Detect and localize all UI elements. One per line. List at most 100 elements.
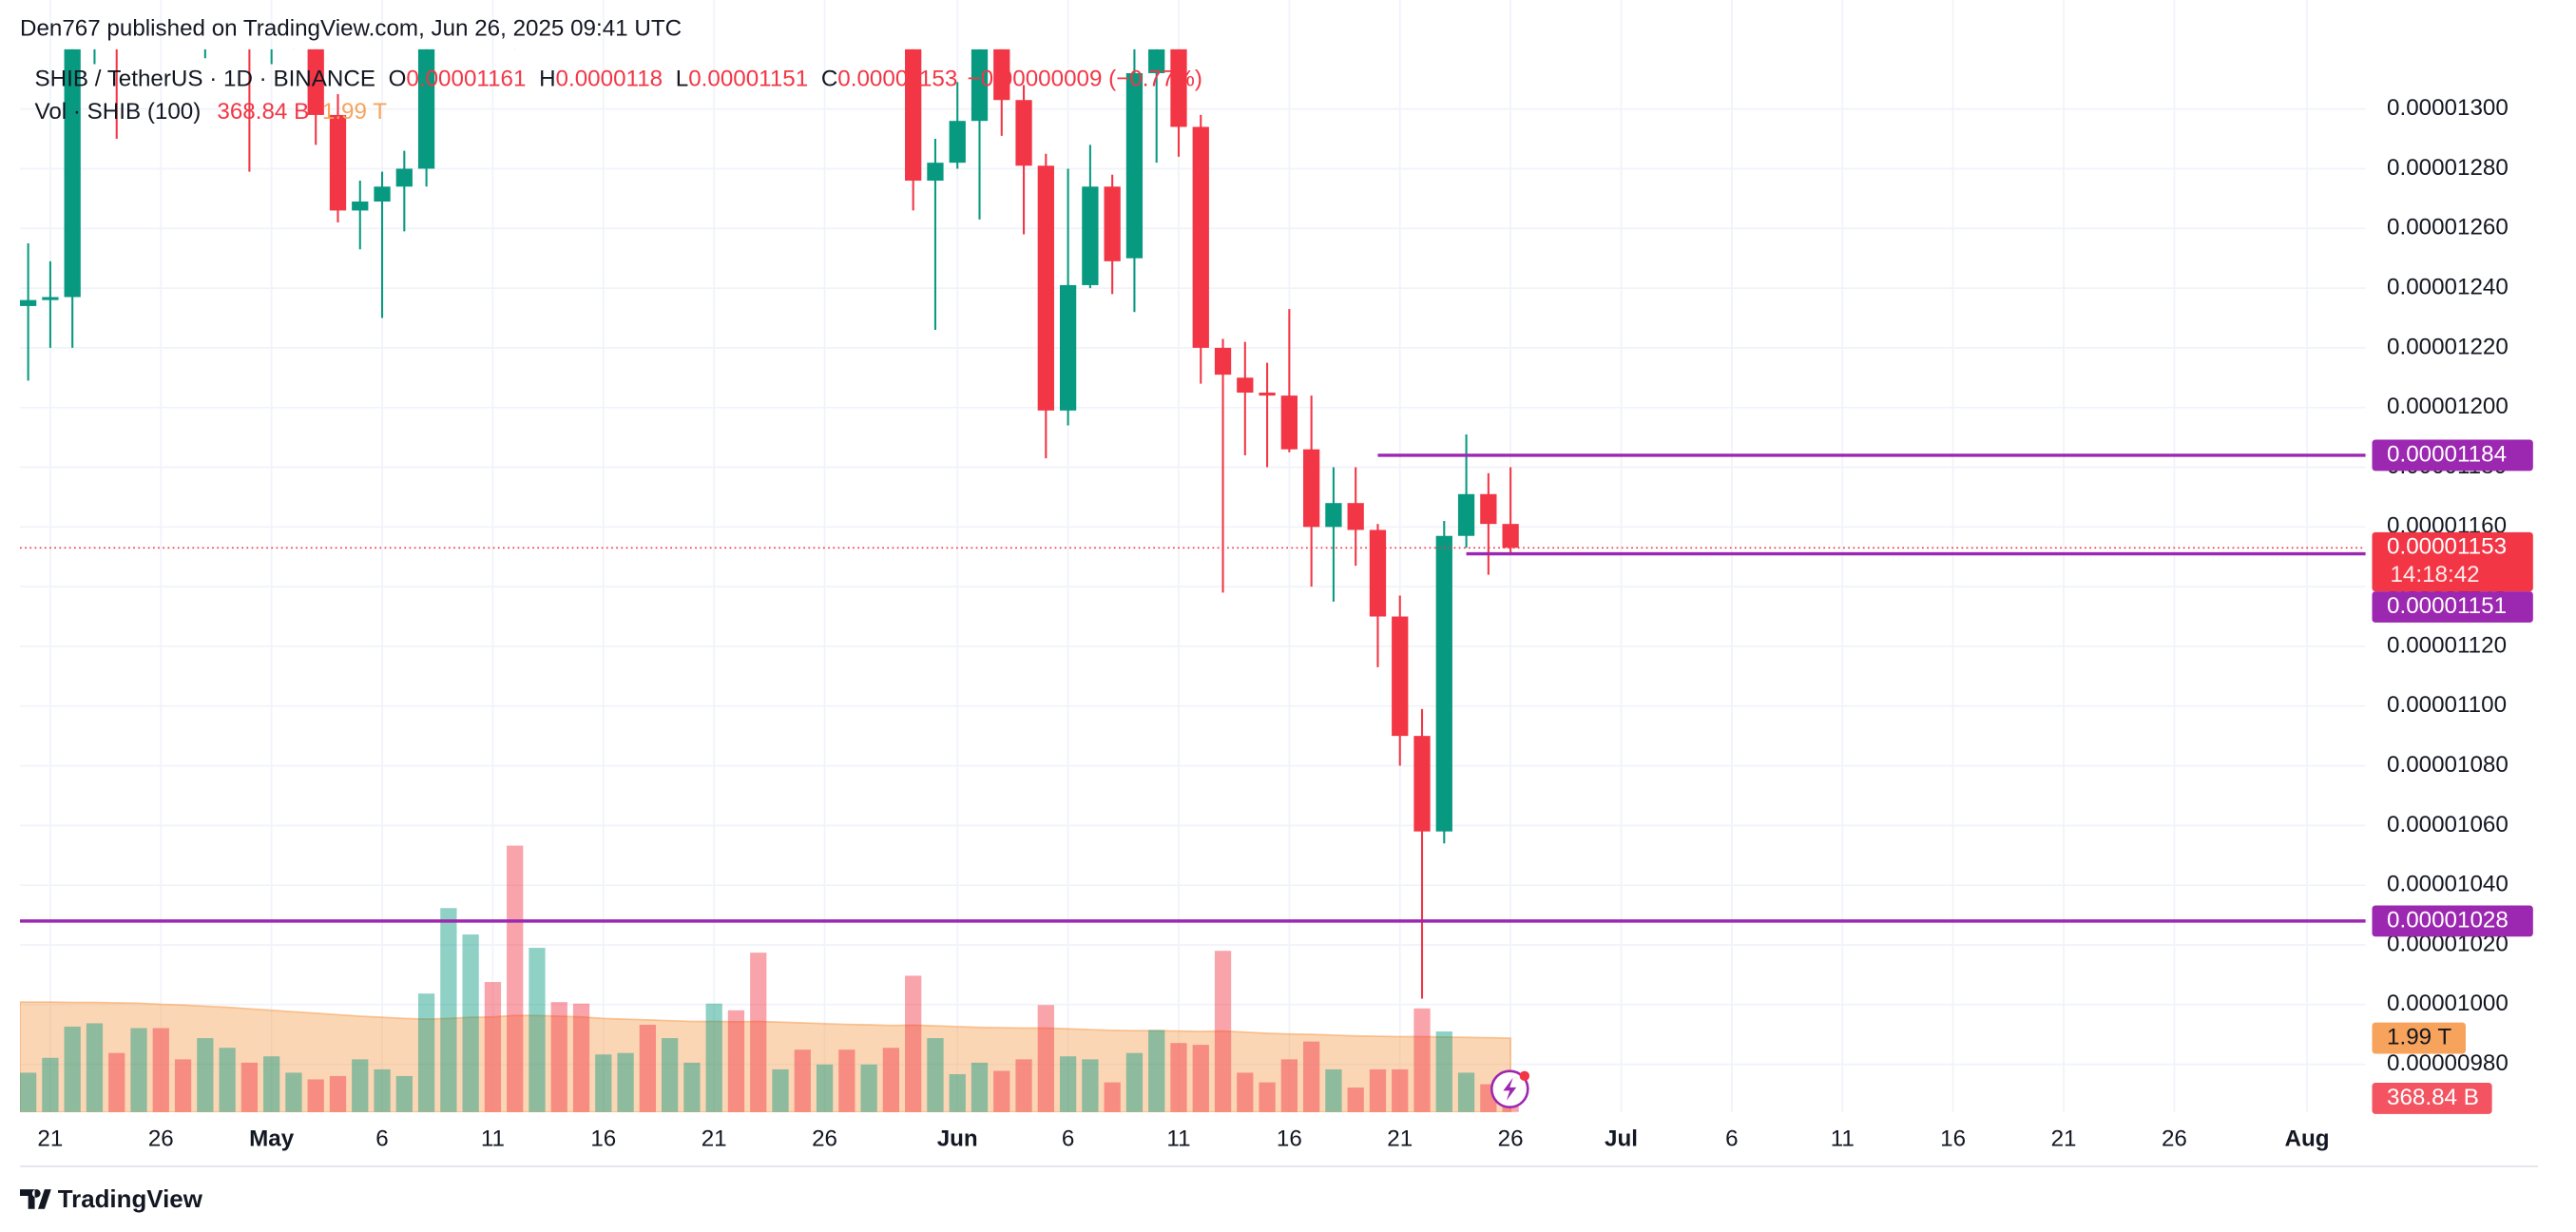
x-tick-label: May [249,1126,295,1152]
volume-label-box [2372,1083,2492,1114]
volume-bar [683,1062,701,1112]
x-tick-label: 21 [702,1126,727,1152]
brand-logo [19,1189,51,1209]
volume-bar [240,1062,259,1112]
volume-ma-label-box [2372,1022,2466,1054]
volume-label: 368.84 B [2387,1085,2479,1110]
volume-bar [1192,1045,1209,1112]
volume-bar [905,975,922,1112]
volume-bar [661,1038,679,1112]
price-label: 0.00001153 [2387,534,2507,560]
volume-bar [1082,1059,1099,1112]
candle-body [1237,377,1254,393]
level-label-box [2372,439,2533,472]
candle-body [1148,48,1165,73]
x-tick-label: Jul [1605,1126,1638,1152]
volume-bar [1059,1056,1077,1112]
candle-body [993,48,1010,101]
volume-bar [1413,1008,1431,1112]
volume-bar [197,1038,214,1112]
x-tick-label: 21 [37,1126,63,1152]
x-tick-label: 6 [1725,1126,1738,1152]
volume-ma-label: 1.99 T [2387,1024,2451,1049]
volume-bar [1037,1005,1054,1112]
candle-body [42,297,59,300]
volume-bar [86,1023,104,1112]
y-tick-label: 0.00001280 [2387,155,2509,181]
volume-title: Vol · SHIB (100) [35,100,202,125]
open-label: O [389,67,407,92]
volume-bar [595,1054,612,1112]
x-tick-label: Aug [2285,1126,2330,1152]
volume-bar [927,1038,944,1112]
x-tick-label: 26 [148,1126,174,1152]
candle-body [1347,503,1364,530]
x-tick-label: 11 [1831,1126,1855,1152]
candle-body [1413,736,1431,832]
volume-bar [352,1059,369,1112]
volume-value: 368.84 B [217,100,309,125]
x-tick-label: 21 [2051,1126,2077,1152]
y-tick-label: 0.00001080 [2387,752,2509,778]
level-label: 0.00001028 [2387,907,2509,933]
volume-bar [1392,1068,1409,1112]
volume-bar [882,1048,900,1112]
volume-bar [1280,1059,1298,1112]
volume-bar [1369,1068,1387,1112]
candle-body [1259,392,1276,396]
high-value: 0.0000118 [556,67,663,92]
volume-bar [440,908,457,1112]
y-tick-label: 0.00001200 [2387,394,2509,419]
price-label-box [2372,531,2533,592]
volume-bar [1259,1082,1276,1112]
candle-body [1480,493,1497,525]
level-label-box [2372,591,2533,623]
volume-bar [1303,1041,1320,1112]
grid [19,0,2366,1112]
volume-bar [484,982,502,1112]
y-tick-label: 0.00000980 [2387,1050,2509,1076]
x-tick-label: 6 [1062,1126,1074,1152]
low-label: L [676,67,688,92]
candle-body [1125,72,1144,259]
volume-bar [417,993,435,1112]
x-tick-label: 26 [2162,1126,2187,1152]
volume-bar [971,1062,989,1112]
volume-bar [1457,1072,1475,1112]
volume-bar [1214,951,1232,1112]
candle-body [1457,493,1475,536]
x-tick-label: 26 [1498,1126,1524,1152]
volume-bar [307,1079,324,1112]
volume-bar [329,1075,347,1112]
volume-bar [42,1057,59,1112]
lightning-icon [1490,1069,1530,1108]
volume-bar [19,1072,37,1112]
axes: 0.00001300 0.00001280 0.00001260 0.00001240… [19,95,2533,1152]
volume-bar [750,953,767,1112]
volume-bar [1125,1052,1144,1112]
y-tick-label: 0.00001000 [2387,991,2509,1016]
volume-bar [374,1068,391,1112]
candle-body [1015,100,1032,166]
candle-body [1369,529,1387,617]
candle-body [1059,284,1077,411]
countdown-label: 14:18:42 [2390,562,2479,587]
volume-bar [285,1072,302,1112]
volume-bar [1104,1082,1121,1112]
candle-body [307,48,324,115]
x-tick-label: Jun [937,1126,978,1152]
volume-bar [727,1010,745,1112]
candle-body [971,48,989,122]
candle-body [949,121,966,164]
candle-body [1325,503,1342,528]
volume-legend: Vol · SHIB (100) 368.84 B 1.99 T [35,100,388,125]
level-label: 0.00001184 [2387,441,2507,467]
symbol-legend: SHIB / TetherUS · 1D · BINANCE O0.000011… [35,67,1202,92]
volume-bar [1148,1030,1165,1112]
candle-body [1502,524,1519,549]
candle-body [1104,186,1121,261]
volume-bar [550,1002,567,1112]
